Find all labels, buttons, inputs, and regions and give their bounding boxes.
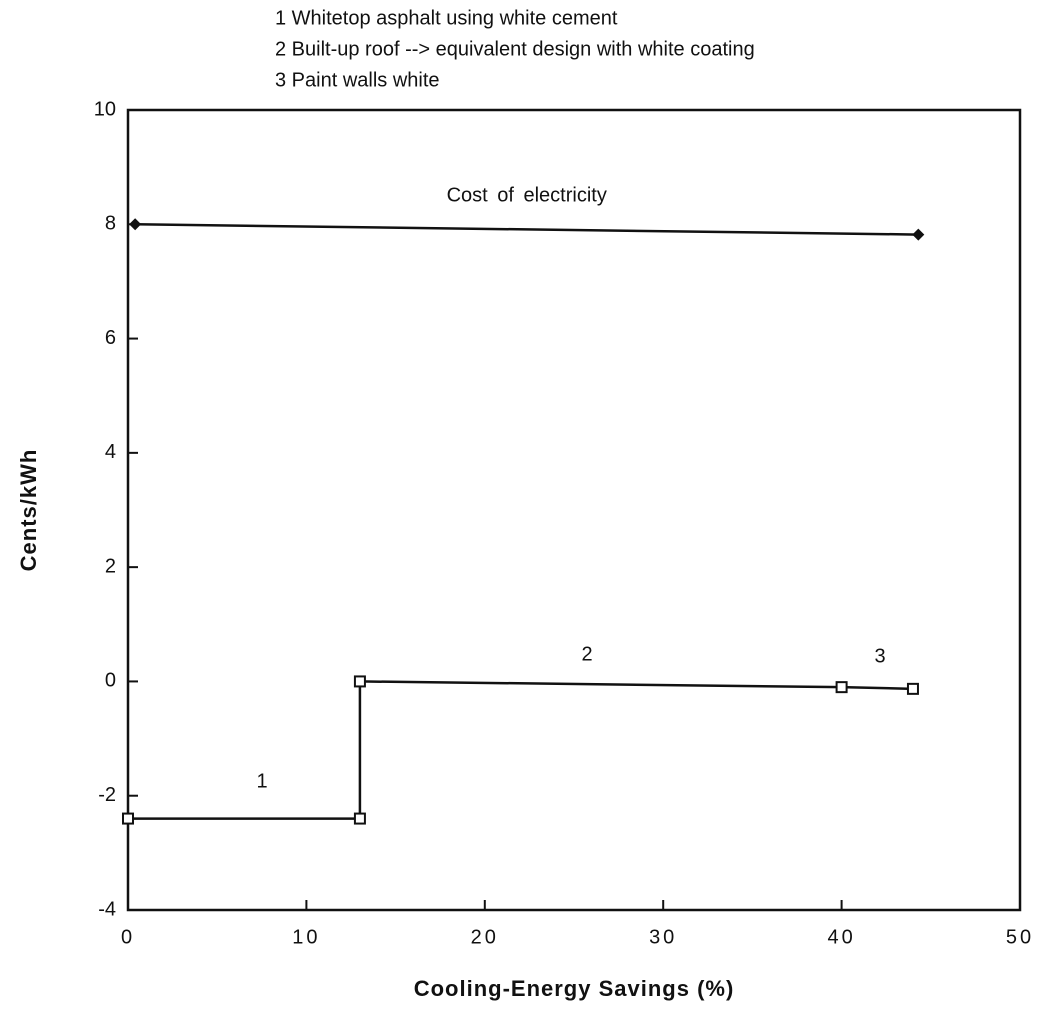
y-tick-label: -2 bbox=[98, 784, 116, 806]
point bbox=[129, 218, 142, 231]
point bbox=[912, 228, 925, 241]
y-tick-label: 10 bbox=[94, 98, 116, 120]
point bbox=[906, 682, 919, 695]
point bbox=[353, 812, 366, 825]
x-tick-label: 50 bbox=[1006, 926, 1034, 948]
x-tick-label: 30 bbox=[649, 926, 677, 948]
series-line bbox=[135, 223, 919, 236]
y-tick-label: 0 bbox=[105, 670, 116, 692]
point bbox=[122, 812, 134, 825]
point bbox=[353, 675, 366, 688]
series-line bbox=[128, 680, 913, 820]
x-tick-label: 0 bbox=[121, 926, 135, 948]
y-tick-label: 4 bbox=[105, 441, 116, 463]
x-axis-label: Cooling-Energy Savings (%) bbox=[414, 976, 735, 1001]
x-tick-label: 10 bbox=[292, 926, 320, 948]
x-tick-label: 20 bbox=[471, 926, 499, 948]
note: 3 Paint walls white bbox=[275, 69, 440, 91]
point bbox=[835, 681, 848, 694]
y-tick-label: 6 bbox=[105, 327, 116, 349]
y-tick-label: -4 bbox=[98, 898, 116, 920]
plot-frame bbox=[126, 108, 1022, 912]
series-label: Cost of electricity bbox=[447, 185, 607, 207]
annotation: 2 bbox=[581, 643, 592, 665]
note: 1 Whitetop asphalt using white cement bbox=[275, 7, 618, 29]
y-tick-label: 2 bbox=[105, 555, 116, 577]
annotation: 3 bbox=[874, 645, 885, 667]
y-tick-label: 8 bbox=[105, 213, 116, 235]
x-tick-label: 40 bbox=[827, 926, 855, 948]
y-axis-label: Cents/kWh bbox=[16, 449, 41, 572]
note: 2 Built-up roof --> equivalent design wi… bbox=[275, 38, 755, 60]
annotation: 1 bbox=[256, 770, 267, 792]
